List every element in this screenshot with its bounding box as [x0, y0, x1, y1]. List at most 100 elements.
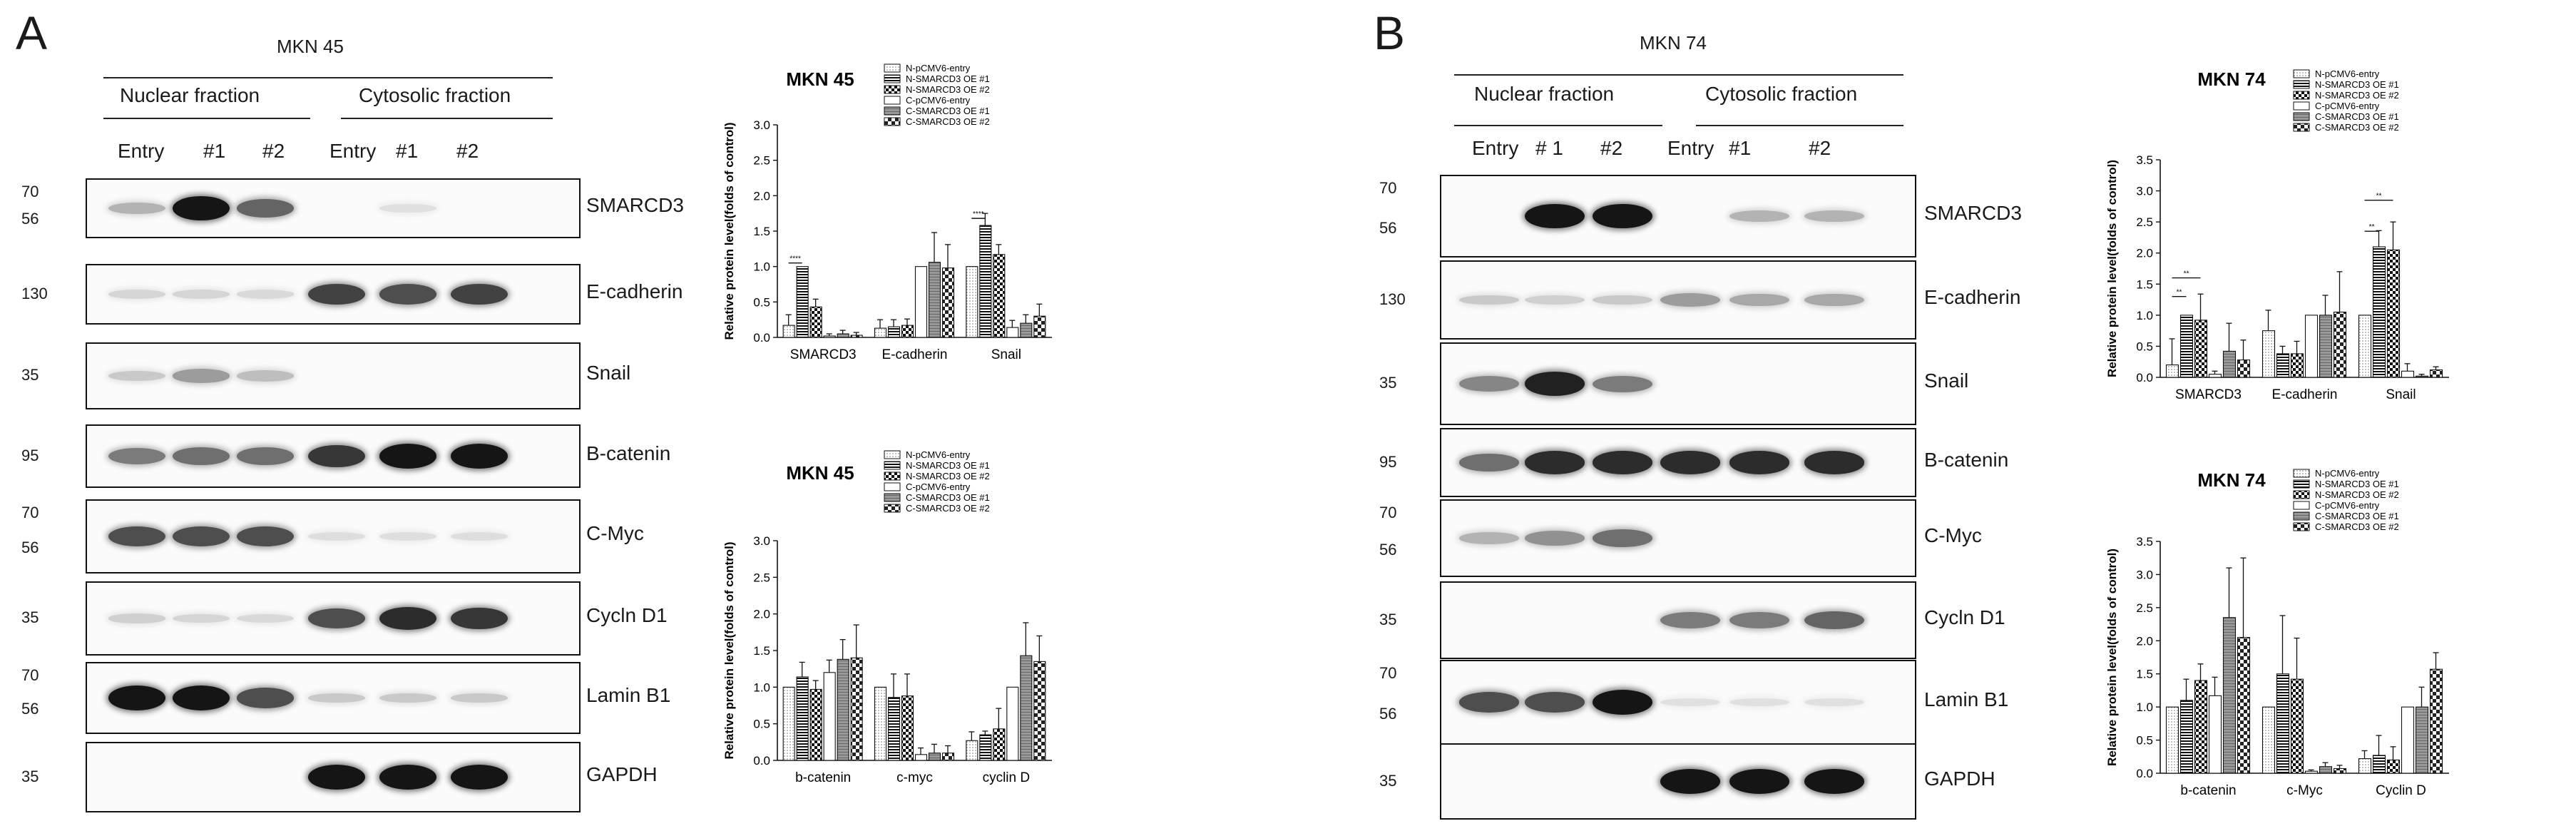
- bar: [2237, 637, 2251, 774]
- bar: [966, 266, 978, 338]
- protein-band: [1459, 376, 1519, 392]
- legend-swatch: [884, 106, 901, 116]
- x-category-label: b-catenin: [2180, 783, 2236, 798]
- bar: [796, 676, 809, 761]
- molecular-weight-marker: 35: [1379, 610, 1397, 628]
- bar: [2429, 668, 2443, 774]
- protein-band: [308, 765, 365, 790]
- legend-label: C-SMARCD3 OE #1: [2315, 111, 2399, 122]
- protein-band: [379, 284, 436, 305]
- bar: [2319, 766, 2333, 774]
- bar: [2304, 770, 2319, 774]
- y-tick-label: 2.5: [753, 154, 770, 168]
- protein-band: [379, 204, 436, 213]
- cytosolic-fraction-label: Cytosolic fraction: [1705, 83, 1858, 105]
- protein-band: [1593, 375, 1652, 392]
- cell-line-title: MKN 45: [277, 36, 344, 57]
- legend-swatch: [2293, 91, 2310, 100]
- bar: [2208, 374, 2222, 378]
- bar: [1033, 315, 1046, 338]
- protein-band: [1660, 451, 1720, 474]
- molecular-weight-marker: 70: [21, 504, 39, 521]
- protein-label: GAPDH: [1924, 767, 1995, 790]
- protein-band: [1525, 451, 1585, 474]
- protein-band: [1459, 692, 1519, 713]
- protein-label: SMARCD3: [1924, 202, 2022, 224]
- molecular-weight-marker: 35: [1379, 374, 1397, 392]
- legend-label: C-SMARCD3 OE #1: [2315, 511, 2399, 521]
- y-tick-label: 3.0: [2136, 568, 2153, 581]
- y-tick-label: 3.0: [753, 118, 770, 132]
- protein-band: [237, 290, 294, 299]
- y-tick-label: 2.0: [753, 608, 770, 621]
- bar: [2415, 706, 2429, 774]
- y-tick-label: 2.5: [2136, 601, 2153, 615]
- legend-label: C-SMARCD3 OE #2: [906, 116, 990, 127]
- protein-band: [173, 613, 230, 623]
- bar: [887, 326, 901, 338]
- bar: [823, 335, 836, 338]
- protein-band: [308, 445, 365, 467]
- blot-strip: [1440, 743, 1916, 820]
- protein-label: E-cadherin: [1924, 285, 2021, 308]
- protein-band: [173, 685, 230, 710]
- protein-band: [308, 283, 365, 305]
- blot-strip: [1440, 499, 1916, 577]
- bar: [901, 325, 914, 338]
- legend-swatch: [2293, 80, 2310, 89]
- x-category-label: Snail: [991, 347, 1021, 362]
- x-category-label: Snail: [2386, 387, 2416, 402]
- bar: [1033, 661, 1046, 761]
- protein-band: [1804, 293, 1864, 307]
- y-tick-label: 1.0: [753, 260, 770, 274]
- protein-band: [237, 688, 294, 708]
- bar: [823, 672, 836, 761]
- protein-band: [1525, 692, 1585, 713]
- lane-label: Entry: [1472, 137, 1519, 159]
- protein-band: [108, 613, 165, 623]
- protein-band: [1804, 210, 1864, 223]
- y-tick-label: 1.5: [753, 644, 770, 658]
- legend-swatch: [2293, 123, 2310, 132]
- molecular-weight-marker: 35: [21, 608, 39, 626]
- y-axis-label: Relative protein level(folds of control): [2105, 160, 2119, 377]
- x-category-label: b-catenin: [795, 770, 851, 785]
- protein-band: [1729, 698, 1789, 707]
- significance-label: **: [2177, 289, 2182, 297]
- protein-band: [1660, 292, 1720, 307]
- blot-strip: [86, 178, 581, 238]
- chart-title: MKN 45: [786, 462, 854, 484]
- bar: [2222, 617, 2237, 774]
- bar: [2319, 315, 2333, 378]
- y-tick-label: 0.0: [2136, 767, 2153, 780]
- protein-band: [108, 526, 165, 547]
- bar: [2401, 706, 2415, 774]
- lane-label: Entry: [118, 140, 165, 162]
- protein-label: Cycln D1: [1924, 606, 2005, 628]
- lane-label: #2: [456, 140, 479, 162]
- protein-label: B-catenin: [586, 442, 671, 464]
- protein-band: [1593, 529, 1652, 547]
- top-rule: [103, 77, 553, 78]
- molecular-weight-marker: 56: [1379, 218, 1397, 237]
- protein-band: [1660, 698, 1720, 707]
- y-tick-label: 3.0: [2136, 185, 2153, 198]
- bar: [2415, 375, 2429, 378]
- bar: [914, 266, 928, 338]
- figure-panel-b: B MKN 74 Nuclear fraction Cytosolic frac…: [1288, 0, 2576, 836]
- molecular-weight-marker: 95: [21, 446, 39, 464]
- bar: [1020, 322, 1033, 338]
- bar-chart-mkn74-wnt: MKN 74 Relative protein level(folds of co…: [2105, 468, 2449, 798]
- legend-label: N-pCMV6-entry: [2315, 468, 2380, 479]
- bar: [2372, 755, 2386, 774]
- protein-band: [237, 447, 294, 465]
- cytosolic-fraction-label: Cytosolic fraction: [359, 84, 511, 106]
- figure-panel-a: A MKN 45 Nuclear fraction Cytosolic frac…: [16, 6, 1052, 812]
- bar-chart-mkn45-emt: MKN 45 Relative protein level(folds of co…: [722, 63, 1052, 362]
- protein-band: [1729, 210, 1789, 223]
- nuclear-rule: [103, 118, 310, 119]
- chart-title: MKN 74: [2197, 469, 2266, 491]
- protein-band: [1593, 203, 1652, 229]
- legend-label: N-SMARCD3 OE #2: [906, 84, 990, 95]
- blot-strip: [86, 499, 581, 574]
